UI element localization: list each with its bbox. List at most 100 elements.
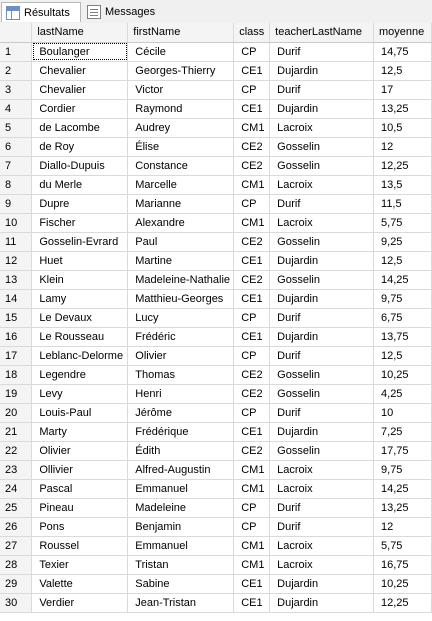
row-number-cell[interactable]: 20 xyxy=(0,403,33,423)
column-header-moyenne[interactable]: moyenne xyxy=(373,23,432,43)
table-row[interactable]: 7 Diallo-Dupuis Constance CE2 Gosselin 12,25 xyxy=(0,156,432,176)
class-cell[interactable]: CE1 xyxy=(233,251,271,271)
lastname-cell[interactable]: de Lacombe xyxy=(31,118,129,138)
teacher-cell[interactable]: Lacroix xyxy=(269,118,375,138)
class-cell[interactable]: CE2 xyxy=(233,441,271,461)
row-number-cell[interactable]: 18 xyxy=(0,365,33,385)
lastname-cell[interactable]: Levy xyxy=(31,384,129,404)
table-row[interactable]: 30 Verdier Jean-Tristan CE1 Dujardin 12,25 xyxy=(0,593,432,613)
row-number-cell[interactable]: 12 xyxy=(0,251,33,271)
lastname-cell[interactable]: Chevalier xyxy=(31,61,129,81)
moyenne-cell[interactable]: 11,5 xyxy=(373,194,432,214)
row-number-cell[interactable]: 29 xyxy=(0,574,33,594)
lastname-cell[interactable]: Texier xyxy=(31,555,129,575)
lastname-cell[interactable]: Pineau xyxy=(31,498,129,518)
class-cell[interactable]: CM1 xyxy=(233,460,271,480)
table-row[interactable]: 9 Dupre Marianne CP Durif 11,5 xyxy=(0,194,432,214)
table-row[interactable]: 15 Le Devaux Lucy CP Durif 6,75 xyxy=(0,308,432,328)
teacher-cell[interactable]: Dujardin xyxy=(269,99,375,119)
class-cell[interactable]: CE1 xyxy=(233,327,271,347)
row-number-cell[interactable]: 8 xyxy=(0,175,33,195)
row-number-cell[interactable]: 5 xyxy=(0,118,33,138)
row-number-cell[interactable]: 2 xyxy=(0,61,33,81)
row-number-cell[interactable]: 10 xyxy=(0,213,33,233)
teacher-cell[interactable]: Lacroix xyxy=(269,460,375,480)
row-number-cell[interactable]: 3 xyxy=(0,80,33,100)
firstname-cell[interactable]: Paul xyxy=(127,232,235,252)
row-number-cell[interactable]: 22 xyxy=(0,441,33,461)
firstname-cell[interactable]: Matthieu-Georges xyxy=(127,289,235,309)
class-cell[interactable]: CE1 xyxy=(233,422,271,442)
row-number-cell[interactable]: 19 xyxy=(0,384,33,404)
teacher-cell[interactable]: Gosselin xyxy=(269,137,375,157)
moyenne-cell[interactable]: 16,75 xyxy=(373,555,432,575)
moyenne-cell[interactable]: 4,25 xyxy=(373,384,432,404)
class-cell[interactable]: CM1 xyxy=(233,118,271,138)
class-cell[interactable]: CP xyxy=(233,498,271,518)
firstname-cell[interactable]: Benjamin xyxy=(127,517,235,537)
teacher-cell[interactable]: Lacroix xyxy=(269,536,375,556)
lastname-cell[interactable]: Marty xyxy=(31,422,129,442)
moyenne-cell[interactable]: 9,75 xyxy=(373,289,432,309)
firstname-cell[interactable]: Tristan xyxy=(127,555,235,575)
moyenne-cell[interactable]: 12 xyxy=(373,517,432,537)
firstname-cell[interactable]: Madeleine xyxy=(127,498,235,518)
moyenne-cell[interactable]: 14,75 xyxy=(373,42,432,62)
row-number-cell[interactable]: 27 xyxy=(0,536,33,556)
firstname-cell[interactable]: Frédérique xyxy=(127,422,235,442)
moyenne-cell[interactable]: 13,25 xyxy=(373,99,432,119)
teacher-cell[interactable]: Durif xyxy=(269,42,375,62)
firstname-cell[interactable]: Madeleine-Nathalie xyxy=(127,270,235,290)
table-row[interactable]: 2 Chevalier Georges-Thierry CE1 Dujardin 12,5 xyxy=(0,61,432,81)
firstname-cell[interactable]: Marianne xyxy=(127,194,235,214)
teacher-cell[interactable]: Durif xyxy=(269,517,375,537)
table-row[interactable]: 11 Gosselin-Evrard Paul CE2 Gosselin 9,25 xyxy=(0,232,432,252)
firstname-cell[interactable]: Alexandre xyxy=(127,213,235,233)
teacher-cell[interactable]: Durif xyxy=(269,80,375,100)
table-row[interactable]: 23 Ollivier Alfred-Augustin CM1 Lacroix 9,75 xyxy=(0,460,432,480)
moyenne-cell[interactable]: 5,75 xyxy=(373,536,432,556)
firstname-cell[interactable]: Emmanuel xyxy=(127,536,235,556)
teacher-cell[interactable]: Dujardin xyxy=(269,251,375,271)
class-cell[interactable]: CE2 xyxy=(233,137,271,157)
class-cell[interactable]: CE1 xyxy=(233,289,271,309)
row-number-cell[interactable]: 30 xyxy=(0,593,33,613)
teacher-cell[interactable]: Gosselin xyxy=(269,270,375,290)
table-row[interactable]: 5 de Lacombe Audrey CM1 Lacroix 10,5 xyxy=(0,118,432,138)
teacher-cell[interactable]: Durif xyxy=(269,346,375,366)
teacher-cell[interactable]: Gosselin xyxy=(269,384,375,404)
row-number-cell[interactable]: 16 xyxy=(0,327,33,347)
row-number-cell[interactable]: 14 xyxy=(0,289,33,309)
teacher-cell[interactable]: Lacroix xyxy=(269,213,375,233)
table-row[interactable]: 14 Lamy Matthieu-Georges CE1 Dujardin 9,75 xyxy=(0,289,432,309)
lastname-cell[interactable]: Le Rousseau xyxy=(31,327,129,347)
table-row[interactable]: 22 Olivier Édith CE2 Gosselin 17,75 xyxy=(0,441,432,461)
table-row[interactable]: 28 Texier Tristan CM1 Lacroix 16,75 xyxy=(0,555,432,575)
firstname-cell[interactable]: Olivier xyxy=(127,346,235,366)
firstname-cell[interactable]: Cécile xyxy=(127,42,235,62)
class-cell[interactable]: CE2 xyxy=(233,232,271,252)
table-row[interactable]: 29 Valette Sabine CE1 Dujardin 10,25 xyxy=(0,574,432,594)
firstname-cell[interactable]: Thomas xyxy=(127,365,235,385)
class-cell[interactable]: CE2 xyxy=(233,384,271,404)
table-row[interactable]: 20 Louis-Paul Jérôme CP Durif 10 xyxy=(0,403,432,423)
class-cell[interactable]: CM1 xyxy=(233,536,271,556)
moyenne-cell[interactable]: 12 xyxy=(373,137,432,157)
moyenne-cell[interactable]: 10,5 xyxy=(373,118,432,138)
moyenne-cell[interactable]: 12,25 xyxy=(373,156,432,176)
table-row[interactable]: 8 du Merle Marcelle CM1 Lacroix 13,5 xyxy=(0,175,432,195)
moyenne-cell[interactable]: 12,5 xyxy=(373,251,432,271)
moyenne-cell[interactable]: 9,25 xyxy=(373,232,432,252)
lastname-cell[interactable]: Roussel xyxy=(31,536,129,556)
moyenne-cell[interactable]: 10,25 xyxy=(373,574,432,594)
results-grid[interactable]: lastName firstName class teacherLastName… xyxy=(0,23,432,613)
row-number-cell[interactable]: 24 xyxy=(0,479,33,499)
class-cell[interactable]: CP xyxy=(233,308,271,328)
table-row[interactable]: 19 Levy Henri CE2 Gosselin 4,25 xyxy=(0,384,432,404)
lastname-cell[interactable]: Valette xyxy=(31,574,129,594)
class-cell[interactable]: CP xyxy=(233,517,271,537)
class-cell[interactable]: CM1 xyxy=(233,479,271,499)
firstname-cell[interactable]: Marcelle xyxy=(127,175,235,195)
teacher-cell[interactable]: Lacroix xyxy=(269,555,375,575)
firstname-cell[interactable]: Raymond xyxy=(127,99,235,119)
